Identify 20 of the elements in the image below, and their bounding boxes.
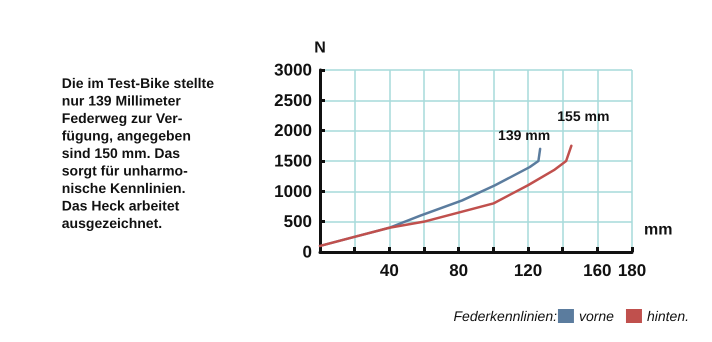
legend-label: hinten. <box>646 308 690 324</box>
annotation: 155 mm <box>557 108 610 124</box>
y-tick-label: 1500 <box>274 152 312 170</box>
y-tick-label: 2000 <box>274 121 312 140</box>
x-tick-label: 160 <box>583 261 612 280</box>
y-tick-label: 2500 <box>274 90 312 110</box>
y-tick-label: 500 <box>284 212 312 232</box>
text: Die im Test-Bike stellte nur 139 Millimeter Federweg zur Ver- fügung, angegeben sind 150 mm. Das sorgt für unharmo- nische Kennlinien. Das Heck arbeitet ausgezeichnet. <box>62 74 214 231</box>
legend-title: Federkennlinien: <box>453 308 558 324</box>
x-tick-label: 180 <box>618 261 646 280</box>
y-tick-label: 3000 <box>274 60 312 80</box>
annotation: 139 mm <box>498 126 550 143</box>
x-tick-label: 120 <box>514 261 542 280</box>
x-tick-label: 80 <box>449 261 468 280</box>
legend-label: vorne <box>578 308 614 324</box>
y-tick-label: 0 <box>302 242 312 262</box>
y-axis-title: N <box>314 40 326 56</box>
y-tick-label: 1000 <box>274 182 312 201</box>
x-tick-label: 40 <box>380 261 399 280</box>
x-axis-title: mm <box>644 222 672 238</box>
